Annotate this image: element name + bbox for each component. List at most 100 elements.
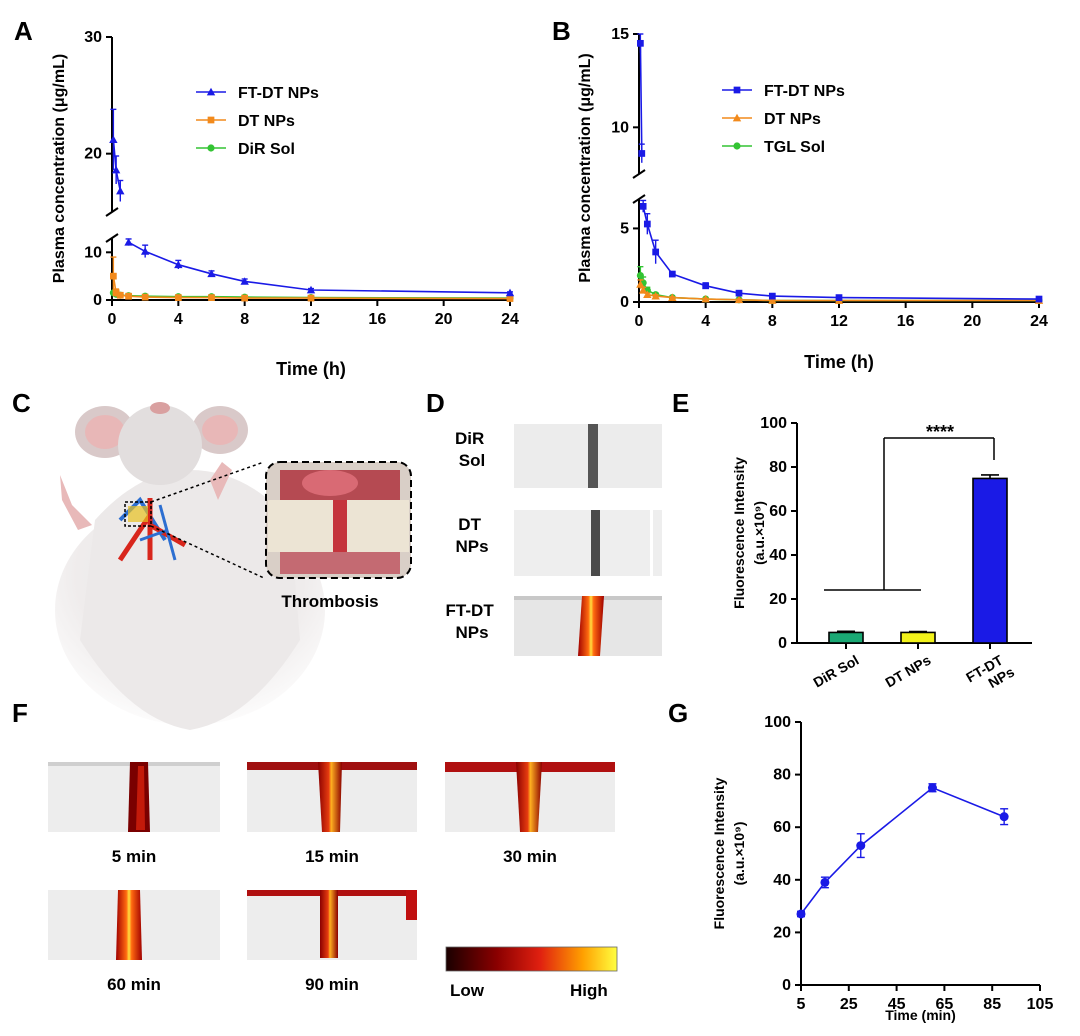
x-tick-label: 12 bbox=[830, 313, 848, 330]
y-tick-label: 10 bbox=[84, 244, 102, 261]
legend-marker bbox=[733, 142, 741, 150]
mouse-illustration bbox=[55, 402, 325, 730]
series-ft-dt-nps bbox=[109, 108, 515, 297]
x-tick-label-dt-nps: DT NPs bbox=[882, 652, 933, 691]
x-tick-label: 45 bbox=[888, 996, 906, 1013]
data-point bbox=[241, 294, 249, 302]
y-axis-label-line2: (a.u.×10⁹) bbox=[751, 501, 767, 565]
x-tick-label: 5 bbox=[797, 996, 806, 1013]
x-tick-label: 4 bbox=[701, 313, 710, 330]
legend-label-tgl-sol: TGL Sol bbox=[764, 139, 825, 156]
legend-marker bbox=[733, 86, 741, 94]
legend-marker bbox=[207, 116, 215, 124]
row-label-dir-sol: DiR Sol bbox=[455, 429, 489, 470]
y-axis-label: Fluorescence Intensity (a.u.×10⁹) bbox=[711, 777, 747, 929]
y-tick-label: 20 bbox=[773, 924, 791, 941]
bar-dt-nps bbox=[900, 631, 936, 644]
y-axis-label-line1: Fluorescence Intensity bbox=[711, 777, 727, 929]
y-tick-label: 40 bbox=[773, 872, 791, 889]
x-axis-label: Time (min) bbox=[885, 1007, 956, 1023]
image-5-min bbox=[48, 762, 220, 832]
data-point bbox=[240, 277, 249, 285]
data-point bbox=[208, 294, 215, 301]
y-tick-label: 0 bbox=[782, 977, 791, 994]
data-point bbox=[140, 247, 150, 255]
x-tick-label: 4 bbox=[174, 311, 183, 328]
y-tick-label: 100 bbox=[760, 415, 787, 432]
y-tick-label: 100 bbox=[764, 714, 791, 731]
data-point bbox=[820, 877, 830, 887]
image-90-min bbox=[247, 890, 417, 960]
y-axis-label-line2: (a.u.×10⁹) bbox=[731, 822, 747, 886]
x-tick-label: 65 bbox=[936, 996, 954, 1013]
image-ft-dt-nps bbox=[514, 596, 662, 656]
data-point bbox=[835, 294, 843, 301]
data-point bbox=[207, 269, 216, 278]
data-point bbox=[110, 272, 117, 280]
row-label-ft-dt-nps: FT-DT NPs bbox=[446, 601, 499, 642]
data-point bbox=[768, 296, 777, 304]
data-point bbox=[927, 783, 937, 793]
scale-high-label: High bbox=[570, 981, 608, 1000]
x-tick-label: 25 bbox=[840, 996, 858, 1013]
legend-label-dt-nps: DT NPs bbox=[238, 113, 295, 130]
bar-dir-sol bbox=[828, 631, 864, 644]
x-axis-label: Time (h) bbox=[276, 359, 346, 379]
x-tick-label: 24 bbox=[501, 311, 519, 328]
chart-a: 0 4 8 12 16 20 24 0 10 20 30 Time (h) Plasma concent… bbox=[51, 29, 519, 379]
data-point bbox=[637, 39, 644, 47]
data-point bbox=[174, 260, 183, 269]
data-point bbox=[116, 186, 125, 195]
series-ft-dt-nps bbox=[637, 33, 1043, 303]
y-tick-label: 10 bbox=[611, 119, 629, 136]
data-point bbox=[111, 165, 121, 174]
data-point bbox=[174, 294, 182, 301]
data-point bbox=[668, 270, 676, 278]
x-tick-label: 85 bbox=[983, 996, 1001, 1013]
axis-break-mark bbox=[105, 233, 119, 243]
data-point bbox=[768, 292, 776, 300]
data-point bbox=[1035, 295, 1043, 303]
data-point bbox=[638, 286, 648, 294]
x-tick-label: 12 bbox=[302, 311, 320, 328]
image-dir-sol bbox=[514, 424, 662, 488]
y-tick-label: 0 bbox=[620, 294, 629, 311]
legend-label-ft-dt-nps: FT-DT NPs bbox=[238, 85, 319, 102]
data-point bbox=[636, 280, 645, 288]
heat-colorbar bbox=[445, 946, 618, 972]
series-line bbox=[800, 786, 1005, 915]
legend-label-dt-nps: DT NPs bbox=[764, 111, 821, 128]
y-axis-label: Plasma concentration (μg/mL) bbox=[577, 53, 594, 282]
axis-break-mark bbox=[105, 207, 119, 217]
data-point bbox=[668, 293, 677, 301]
caption-60-min: 60 min bbox=[107, 975, 161, 994]
y-tick-label: 0 bbox=[93, 292, 102, 309]
data-point bbox=[651, 291, 660, 300]
image-30-min bbox=[445, 762, 615, 832]
series-dt-nps bbox=[110, 256, 514, 302]
y-tick-label: 5 bbox=[620, 220, 629, 237]
data-point bbox=[796, 909, 806, 919]
caption-90-min: 90 min bbox=[305, 975, 359, 994]
data-point bbox=[639, 202, 647, 210]
image-60-min bbox=[48, 890, 220, 960]
data-point bbox=[643, 220, 651, 228]
x-tick-label: 16 bbox=[368, 311, 386, 328]
data-point bbox=[652, 248, 660, 256]
y-tick-label: 80 bbox=[773, 767, 791, 784]
x-tick-label-dir-sol: DiR Sol bbox=[810, 652, 861, 691]
scale-low-label: Low bbox=[450, 981, 485, 1000]
panel-label-g: G bbox=[668, 698, 688, 728]
caption-30-min: 30 min bbox=[503, 847, 557, 866]
data-point bbox=[856, 841, 866, 851]
caption-15-min: 15 min bbox=[305, 847, 359, 866]
chart-g: 0 20 40 60 80 100 5 25 45 65 85 105 Time (min) Fluore… bbox=[711, 714, 1053, 1023]
y-tick-label: 0 bbox=[778, 635, 787, 652]
data-point bbox=[734, 295, 744, 304]
panel-label-e: E bbox=[672, 388, 689, 418]
data-point bbox=[125, 292, 132, 300]
panel-label-f: F bbox=[12, 698, 28, 728]
x-tick-label: 8 bbox=[240, 311, 249, 328]
x-tick-label: 20 bbox=[963, 313, 981, 330]
data-point bbox=[306, 285, 316, 294]
